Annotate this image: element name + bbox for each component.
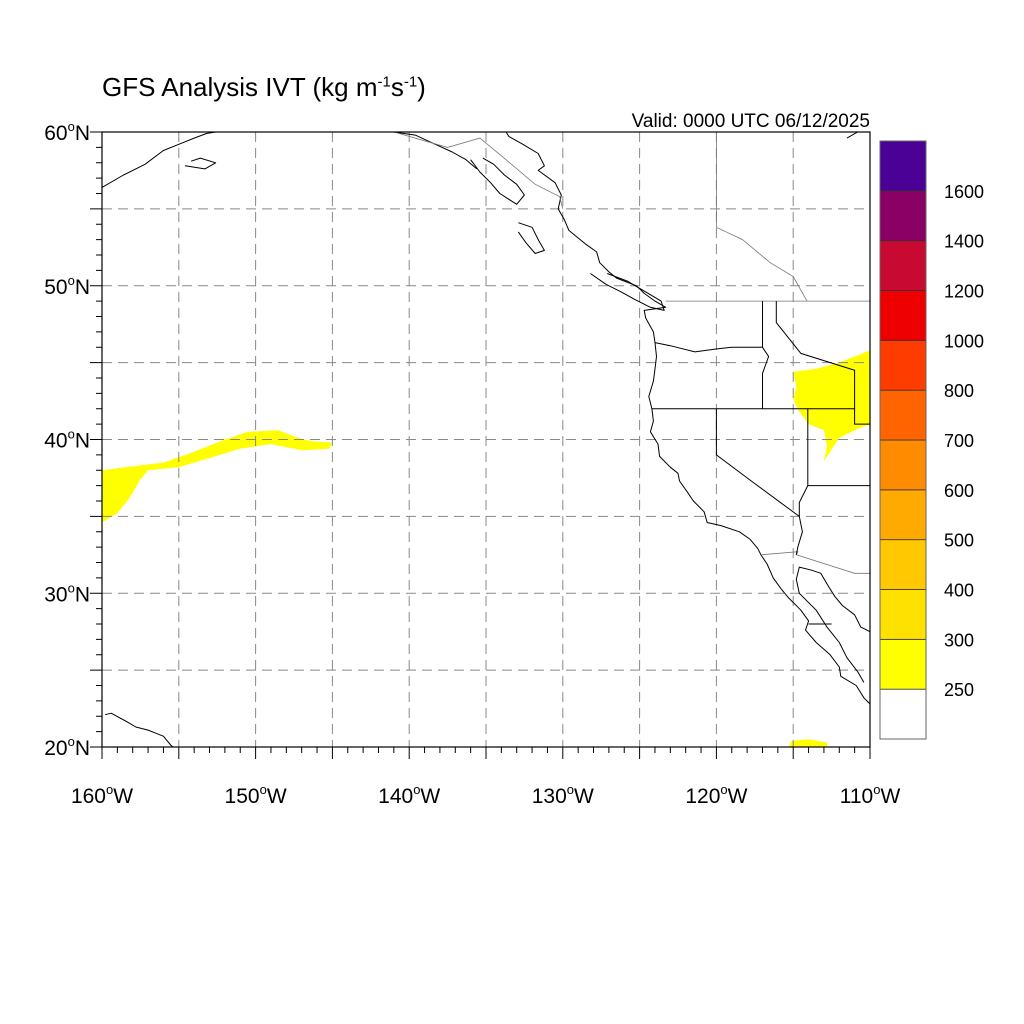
lat-label: 30oN — [44, 580, 90, 606]
lon-label: 120oW — [685, 782, 747, 808]
lat-label: 50oN — [44, 273, 90, 299]
coastline-haida-gwaii — [517, 222, 545, 254]
boundary-or-id — [762, 347, 770, 409]
ivt-region-north-pacific-plume — [102, 430, 333, 523]
coastline-alaska-main — [102, 132, 216, 188]
lat-label: 60oN — [44, 119, 90, 145]
boundary-ca-az-river — [795, 516, 803, 555]
coastline-alaska-islands — [470, 157, 525, 205]
lat-label: 40oN — [44, 427, 90, 453]
lon-label: 110oW — [840, 782, 901, 808]
valid-time-label: Valid: 0000 UTC 06/12/2025 — [631, 111, 870, 132]
boundary-bc-ab — [716, 132, 808, 302]
boundary-wa-or — [654, 342, 763, 353]
coastline-kodiak — [184, 157, 217, 170]
coastline-north-america — [505, 132, 870, 705]
ivt-region-idaho-montana-plume — [793, 350, 870, 461]
coastline-hawaii — [104, 712, 174, 747]
coastline-alaska-panhandle — [393, 132, 478, 170]
coastline-gulf-mexico — [795, 566, 870, 683]
lat-label: 20oN — [44, 734, 90, 760]
lon-label: 130oW — [532, 782, 594, 808]
boundary-id-mt-wy — [775, 301, 870, 425]
lon-label: 140oW — [378, 782, 440, 808]
lon-label: 150oW — [225, 782, 287, 808]
lon-label: 160oW — [71, 782, 133, 808]
boundary-nv-ut-az — [798, 408, 809, 517]
boundary-ca-nv — [715, 408, 800, 517]
coastline-hudson-corner — [846, 132, 870, 139]
boundary-us-mexico — [760, 551, 870, 574]
map-content — [102, 132, 870, 747]
chart-title: GFS Analysis IVT (kg m-1s-1) — [102, 72, 426, 102]
ivt-region-southern-plume — [788, 739, 827, 747]
coastline-vancouver-island — [590, 273, 665, 311]
boundary-ak-bc — [393, 132, 564, 209]
